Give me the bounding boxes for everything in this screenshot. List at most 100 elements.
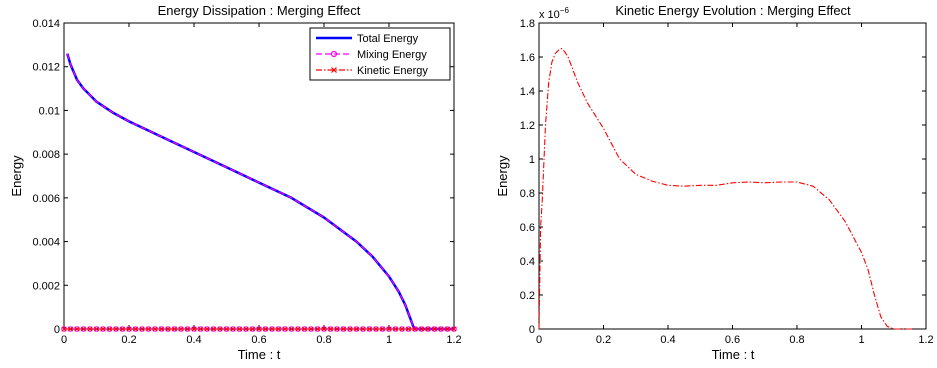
x-tick-label: 0.8	[316, 334, 331, 346]
kinetic-marker	[386, 326, 392, 332]
x-axis: 0 0.2 0.4 0.6 0.8 1 1.2	[61, 23, 462, 346]
kinetic-marker	[288, 326, 295, 332]
legend-label-total: Total Energy	[357, 33, 419, 45]
kinetic-marker	[243, 326, 249, 332]
kinetic-marker	[236, 326, 243, 332]
mixing-marker	[288, 326, 295, 332]
series-line-0	[538, 47, 914, 330]
kinetic-marker	[132, 326, 139, 332]
kinetic-marker	[145, 326, 152, 332]
kinetic-marker	[158, 326, 165, 332]
kinetic-marker	[412, 326, 418, 332]
kinetic-marker	[93, 326, 100, 332]
y-axis: 0 0.002 0.004 0.006 0.008 0.01 0.012 0.014	[32, 18, 454, 336]
y-axis-label: Energy	[495, 155, 510, 197]
legend-marker-mixing	[330, 50, 338, 58]
kinetic-marker	[301, 326, 308, 332]
legend-label-kinetic: Kinetic Energy	[357, 65, 428, 77]
mixing-marker	[334, 326, 340, 332]
kinetic-marker	[444, 326, 451, 332]
kinetic-marker	[308, 326, 314, 332]
kinetic-marker	[334, 326, 340, 332]
mixing-marker	[184, 326, 191, 332]
series-line-1	[66, 53, 454, 330]
x-tick-label: 1	[386, 334, 392, 346]
kinetic-marker	[256, 326, 262, 332]
y-tick-label: 0	[54, 324, 60, 336]
x-tick-label: 0.4	[660, 334, 675, 346]
y-tick-label: 1.6	[520, 52, 535, 64]
kinetic-marker	[217, 326, 223, 332]
y-tick-label: 0.8	[520, 188, 535, 200]
kinetic-marker	[67, 326, 74, 332]
x-tick-label: 0.2	[596, 334, 611, 346]
kinetic-marker	[392, 326, 399, 332]
chart-title: Kinetic Energy Evolution : Merging Effec…	[615, 3, 851, 18]
kinetic-marker	[210, 326, 217, 332]
x-tick-label: 0.4	[186, 334, 201, 346]
legend-marker-kinetic	[331, 67, 337, 73]
x-tick-label: 0.8	[789, 334, 804, 346]
kinetic-marker	[80, 326, 87, 332]
y-tick-label: 1.4	[520, 86, 535, 98]
kinetic-marker	[197, 326, 204, 332]
kinetic-marker	[152, 326, 158, 332]
kinetic-marker	[171, 326, 178, 332]
y-axis-multiplier: x 10−6	[539, 6, 569, 21]
chart-title: Energy Dissipation : Merging Effect	[158, 3, 361, 18]
y-tick-label: 1.8	[520, 18, 535, 30]
kinetic-marker	[249, 326, 256, 332]
y-tick-label: 0.012	[32, 62, 60, 74]
multiplier-base: x 10	[539, 9, 560, 21]
energy-dissipation-chart: Energy Dissipation : Merging Effect 0 0.2…	[9, 3, 462, 362]
kinetic-marker	[418, 326, 425, 332]
kinetic-marker	[230, 326, 236, 332]
x-axis-label: Time : t	[712, 347, 755, 362]
y-tick-label: 0.014	[32, 18, 60, 30]
y-tick-label: 0.6	[520, 222, 535, 234]
y-axis: 0 0.2 0.4 0.6 0.8 1 1.2 1.4 1.6 1.8	[520, 18, 926, 336]
series-group	[538, 47, 914, 330]
kinetic-marker	[165, 326, 171, 332]
kinetic-marker	[347, 326, 353, 332]
kinetic-marker	[451, 326, 457, 332]
y-axis-label: Energy	[9, 155, 24, 197]
x-tick-label: 0	[536, 334, 542, 346]
kinetic-marker	[74, 326, 80, 332]
y-tick-label: 0.2	[520, 290, 535, 302]
kinetic-marker	[113, 326, 119, 332]
kinetic-marker	[282, 326, 288, 332]
kinetic-marker	[360, 326, 366, 332]
x-tick-label: 0.2	[121, 334, 136, 346]
x-tick-label: 0	[61, 334, 67, 346]
kinetic-marker	[126, 326, 132, 332]
kinetic-energy-chart: Kinetic Energy Evolution : Merging Effec…	[495, 3, 934, 362]
y-tick-label: 0.4	[520, 256, 535, 268]
legend: Total Energy Mixing Energy Kinetic Energ…	[309, 27, 451, 81]
legend-label-mixing: Mixing Energy	[357, 49, 427, 61]
kinetic-marker	[100, 326, 106, 332]
kinetic-marker	[139, 326, 145, 332]
kinetic-marker	[184, 326, 191, 332]
x-tick-label: 1.2	[918, 334, 933, 346]
kinetic-marker	[379, 326, 386, 332]
x-tick-label: 0.6	[725, 334, 740, 346]
y-tick-label: 0.008	[32, 149, 60, 161]
kinetic-marker	[340, 326, 347, 332]
x-tick-label: 1	[858, 334, 864, 346]
kinetic-marker	[327, 326, 334, 332]
kinetic-marker	[119, 326, 126, 332]
kinetic-marker	[87, 326, 93, 332]
kinetic-marker	[405, 326, 412, 332]
kinetic-marker	[275, 326, 282, 332]
kinetic-marker	[295, 326, 301, 332]
kinetic-marker	[191, 326, 197, 332]
kinetic-marker	[204, 326, 210, 332]
y-tick-label: 1	[529, 154, 535, 166]
y-tick-label: 1.2	[520, 120, 535, 132]
plot-area	[538, 22, 927, 330]
y-tick-label: 0	[529, 324, 535, 336]
mixing-marker	[438, 326, 444, 332]
y-tick-label: 0.006	[32, 193, 60, 205]
